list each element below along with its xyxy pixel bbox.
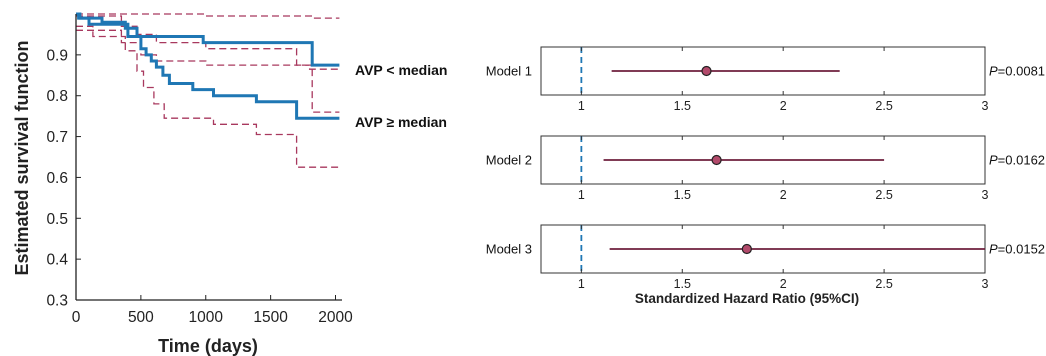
p-symbol: P: [989, 153, 998, 168]
model-label: Model 1: [486, 64, 532, 79]
km-axes: [75, 14, 342, 301]
forest-x-tick-label: 2: [780, 188, 787, 202]
km-y-tick-label: 0.7: [46, 129, 68, 146]
forest-x-tick-label: 1: [578, 99, 585, 113]
forest-x-tick-label: 1: [578, 188, 585, 202]
series-0-ci-upper: [76, 13, 340, 19]
hazard-ratio-point: [701, 65, 712, 77]
forest-axes-box: [540, 46, 986, 96]
forest-x-tick-label: 2.5: [875, 188, 892, 202]
forest-axes-box: [540, 135, 986, 185]
km-y-axis-title: Estimated survival function: [12, 40, 32, 275]
km-y-tick-label: 0.8: [46, 88, 68, 105]
forest-x-tick-label: 1.5: [674, 188, 691, 202]
p-symbol: P: [989, 242, 998, 257]
forest-x-tick-label: 2.5: [875, 99, 892, 113]
km-y-tick-label: 0.4: [46, 252, 68, 269]
series-label-avp-below-median: AVP < median: [355, 62, 447, 78]
hazard-ratio-point: [711, 154, 722, 166]
forest-x-tick-label: 1.5: [674, 277, 691, 291]
km-x-ticks: 0 500 1000 1500 2000: [72, 295, 353, 326]
model-label: Model 2: [486, 153, 532, 168]
km-x-tick-label: 500: [128, 309, 154, 326]
forest-x-tick-label: 3: [982, 188, 989, 202]
km-y-ticks: 0.3 0.4 0.5 0.6 0.7 0.8 0.9: [46, 47, 81, 310]
forest-row-1: 1 1.5 2 2.5 3 Model 1 P=0.0081: [486, 46, 1045, 113]
km-y-tick-label: 0.3: [46, 293, 68, 310]
km-x-tick-label: 2000: [318, 309, 353, 326]
forest-x-tick-label: 1.5: [674, 99, 691, 113]
forest-x-tick-label: 3: [982, 99, 989, 113]
series-1-survival-line: [76, 12, 340, 120]
p-number: =0.0152: [998, 242, 1045, 257]
survival-curves: [76, 12, 340, 120]
forest-x-tick-label: 3: [982, 277, 989, 291]
p-value-label: P=0.0081: [989, 64, 1045, 79]
km-x-axis-title: Time (days): [158, 336, 258, 356]
series-1-ci-lower: [76, 25, 340, 168]
forest-x-tick-label: 2: [780, 99, 787, 113]
forest-x-tick-label: 1: [578, 277, 585, 291]
p-number: =0.0162: [998, 153, 1045, 168]
p-value-label: P=0.0152: [989, 242, 1045, 257]
model-label: Model 3: [486, 242, 532, 257]
hazard-ratio-point: [741, 243, 752, 255]
p-symbol: P: [989, 64, 998, 79]
forest-row-2: 1 1.5 2 2.5 3 Model 2 P=0.0162: [486, 135, 1045, 202]
forest-x-tick-label: 2: [780, 277, 787, 291]
p-number: =0.0081: [998, 64, 1045, 79]
forest-row-3: 1 1.5 2 2.5 3 Model 3 P=0.0152: [486, 224, 1045, 291]
km-x-tick-label: 1000: [189, 309, 224, 326]
p-value-label: P=0.0162: [989, 153, 1045, 168]
km-x-tick-label: 1500: [253, 309, 288, 326]
km-y-tick-label: 0.6: [46, 170, 68, 187]
forest-x-tick-label: 2.5: [875, 277, 892, 291]
km-y-tick-label: 0.9: [46, 47, 68, 64]
km-plot: 0 500 1000 1500 2000 0.3 0.4 0.5 0.6 0.7 0.8 0.9 A…: [12, 12, 447, 356]
series-label-avp-above-median: AVP ≥ median: [355, 114, 447, 130]
forest-x-axis-title: Standardized Hazard Ratio (95%CI): [635, 291, 859, 306]
km-y-tick-label: 0.5: [46, 211, 68, 228]
km-x-tick-label: 0: [72, 309, 81, 326]
